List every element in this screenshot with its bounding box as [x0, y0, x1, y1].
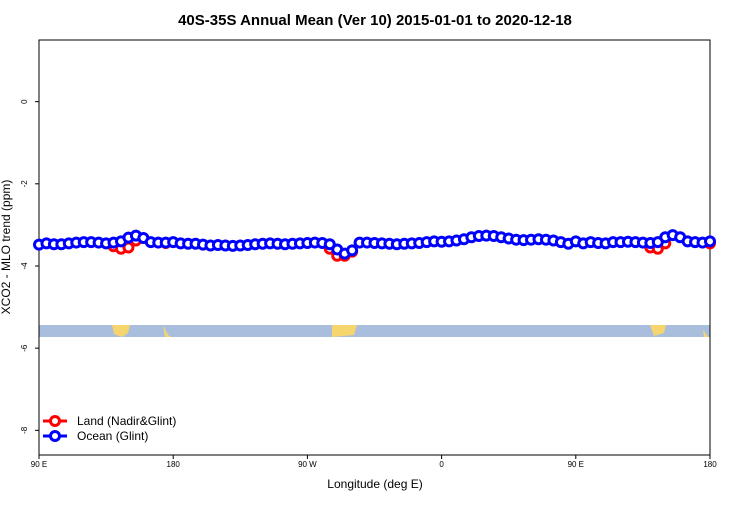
x-tick-label: 180 [703, 460, 717, 469]
x-axis-label: Longitude (deg E) [327, 477, 422, 491]
y-tick-label: -8 [20, 426, 29, 434]
data-point [346, 244, 359, 257]
chart-title: 40S-35S Annual Mean (Ver 10) 2015-01-01 … [178, 12, 572, 29]
data-point [323, 238, 336, 251]
y-tick-label: 0 [20, 99, 29, 104]
legend-label: Land (Nadir&Glint) [77, 414, 176, 428]
x-tick-label: 0 [439, 460, 444, 469]
x-tick-label: 90 E [31, 460, 47, 469]
data-point [704, 235, 716, 248]
y-tick-label: -4 [20, 262, 29, 270]
x-tick-label: 90 W [298, 460, 317, 469]
legend-label: Ocean (Glint) [77, 429, 148, 443]
legend-marker [49, 415, 61, 427]
x-tick-label: 180 [167, 460, 181, 469]
x-tick-label: 90 E [568, 460, 584, 469]
y-axis-label: XCO2 - MLO trend (ppm) [0, 180, 13, 315]
map-strip [39, 325, 710, 337]
y-tick-label: -2 [20, 180, 29, 188]
legend-marker [49, 430, 61, 442]
y-tick-label: -6 [20, 344, 29, 352]
